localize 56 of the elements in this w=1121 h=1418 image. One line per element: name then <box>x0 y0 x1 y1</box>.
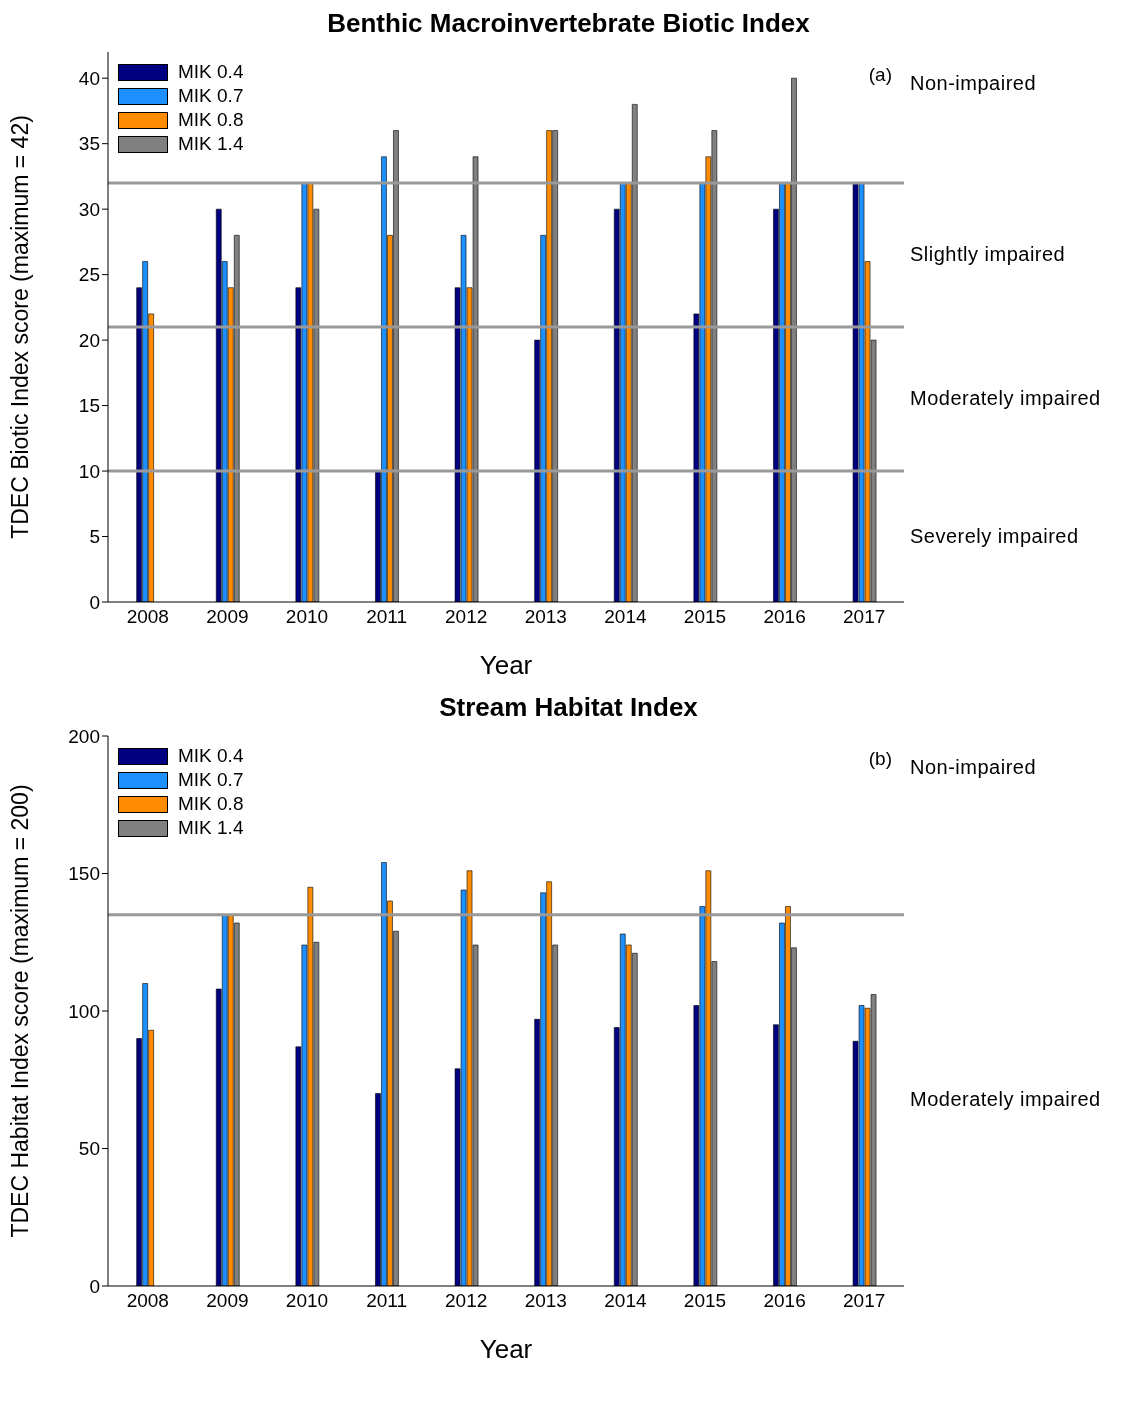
x-tick-label: 2010 <box>285 1290 329 1312</box>
text: Non-impaired <box>910 756 1037 779</box>
y-tick-label: 35 <box>78 133 100 155</box>
x-tick-label: 2012 <box>445 1290 488 1312</box>
x-tick-label: 2015 <box>683 1290 727 1312</box>
y-tick-label: 0 <box>89 591 100 613</box>
y-tick-label: 100 <box>68 1000 100 1022</box>
x-tick-label: 2009 <box>206 1290 249 1312</box>
x-tick-label: 2010 <box>285 606 329 628</box>
x-tick-label: 2014 <box>604 1290 647 1312</box>
y-tick-label: 40 <box>78 67 100 89</box>
y-tick-label: 200 <box>68 725 100 747</box>
x-tick-label: 2009 <box>206 606 249 628</box>
x-tick-label: 2017 <box>843 1290 886 1312</box>
y-tick-label: 15 <box>78 395 100 417</box>
legend-label: MIK 1.4 <box>178 133 244 155</box>
legend-label: MIK 0.7 <box>178 85 244 107</box>
chart-title: Benthic Macroinvertebrate Biotic Index <box>326 8 811 40</box>
x-tick-label: 2008 <box>126 1290 169 1312</box>
legend-label: MIK 1.4 <box>178 817 244 839</box>
y-axis-title: TDEC Biotic Index score (maximum = 42) <box>7 115 34 539</box>
y-tick-label: 50 <box>78 1138 100 1160</box>
chart-title: Stream Habitat Index <box>438 692 699 724</box>
y-tick-label: 30 <box>78 198 100 220</box>
text: Non-impaired <box>910 72 1037 95</box>
x-tick-label: 2013 <box>524 1290 567 1312</box>
annotation: (b) <box>867 748 892 770</box>
x-tick-label: 2016 <box>763 1290 806 1312</box>
legend-label: MIK 0.8 <box>178 793 244 815</box>
y-axis-title: TDEC Habitat Index score (maximum = 200) <box>7 784 34 1238</box>
x-tick-label: 2017 <box>843 606 886 628</box>
x-axis-title: Year <box>479 650 533 680</box>
x-tick-label: 2011 <box>366 606 408 628</box>
y-tick-label: 25 <box>78 264 100 286</box>
text: Severely impaired <box>910 524 1079 548</box>
y-tick-label: 150 <box>68 863 100 885</box>
text: Slightly impaired <box>910 242 1066 266</box>
x-tick-label: 2012 <box>445 606 488 628</box>
x-axis-title: Year <box>479 1334 533 1364</box>
text: Moderately impaired <box>910 387 1101 411</box>
legend-label: MIK 0.8 <box>178 109 244 131</box>
legend-label: MIK 0.4 <box>178 745 244 767</box>
x-tick-label: 2013 <box>524 606 567 628</box>
x-tick-label: 2011 <box>366 1290 408 1312</box>
y-tick-label: 20 <box>78 329 100 351</box>
text: Moderately impaired <box>910 1088 1101 1112</box>
x-tick-label: 2015 <box>683 606 727 628</box>
legend-label: MIK 0.7 <box>178 769 244 791</box>
x-tick-label: 2008 <box>126 606 169 628</box>
y-tick-label: 10 <box>78 460 100 482</box>
legend-label: MIK 0.4 <box>178 61 244 83</box>
annotation: (a) <box>867 64 892 86</box>
x-tick-label: 2016 <box>763 606 806 628</box>
y-tick-label: 5 <box>89 526 100 548</box>
x-tick-label: 2014 <box>604 606 647 628</box>
y-tick-label: 0 <box>89 1275 100 1297</box>
